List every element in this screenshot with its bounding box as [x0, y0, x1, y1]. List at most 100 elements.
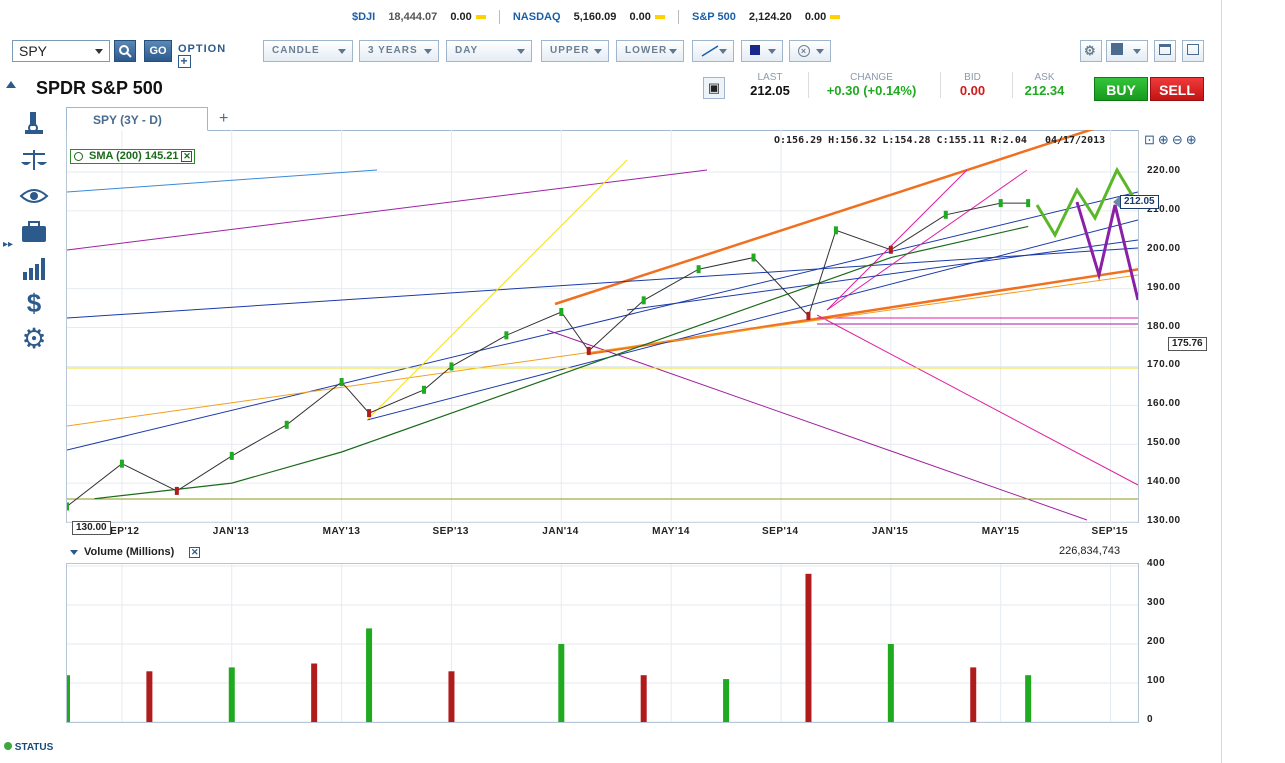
- price-point: [943, 210, 948, 219]
- symbol-input[interactable]: SPY: [12, 40, 110, 62]
- status-indicator[interactable]: STATUS: [4, 742, 53, 753]
- chevron-down-icon: [95, 49, 103, 54]
- time-axis-label: MAY'15: [981, 526, 1020, 537]
- nasdaq-value: 5,160.09: [573, 10, 617, 23]
- color-picker-dropdown[interactable]: [741, 40, 783, 62]
- chevron-down-icon: [816, 49, 824, 54]
- chevron-down-icon[interactable]: [70, 550, 78, 555]
- buy-button[interactable]: BUY: [1094, 77, 1148, 101]
- chart-snapshot-button[interactable]: ▣: [703, 77, 725, 99]
- last-label: LAST: [757, 72, 783, 83]
- zoom-in-icon[interactable]: ⊕: [1157, 132, 1172, 147]
- nasdaq-change: 0.00: [629, 11, 664, 23]
- blue-fan-line: [626, 239, 1138, 311]
- period-value: 3 YEARS: [368, 45, 418, 56]
- add-tab-button[interactable]: +: [219, 110, 229, 127]
- save-icon: [1111, 43, 1123, 55]
- volume-axis-label: 400: [1147, 558, 1166, 569]
- price-point: [751, 253, 756, 262]
- research-icon[interactable]: [18, 108, 50, 140]
- bid-value: 0.00: [959, 83, 986, 98]
- price-point: [806, 311, 811, 320]
- bid-label: BID: [964, 72, 981, 83]
- zoom-reset-icon[interactable]: ⊕: [1185, 132, 1200, 147]
- volume-chart-svg: [67, 564, 1138, 722]
- option-button[interactable]: OPTION +: [178, 43, 226, 68]
- draw-line-icon: [701, 45, 719, 57]
- volume-bar: [970, 667, 977, 722]
- gear-icon[interactable]: ⚙: [21, 323, 47, 354]
- close-icon[interactable]: ✕: [181, 151, 193, 162]
- sma-line: [94, 225, 1029, 500]
- status-label: STATUS: [14, 742, 54, 753]
- volume-chart-panel[interactable]: [66, 563, 1139, 723]
- search-button[interactable]: [114, 40, 136, 62]
- ohlc-values: O:156.29 H:156.32 L:154.28 C:155.11 R:2.…: [774, 135, 1027, 146]
- price-axis-label: 190.00: [1147, 281, 1181, 293]
- popout-button[interactable]: [1182, 40, 1204, 62]
- volume-bar: [311, 663, 318, 722]
- yellow-line: [366, 159, 628, 421]
- price-axis-label: 160.00: [1147, 398, 1181, 410]
- chevron-down-icon: [719, 49, 727, 54]
- volume-axis-label: 0: [1147, 714, 1154, 725]
- dollar-icon[interactable]: $: [26, 288, 42, 318]
- zoom-out-icon[interactable]: ⊖: [1171, 132, 1186, 147]
- compare-scale-icon[interactable]: [18, 144, 50, 176]
- time-axis-label: JAN'13: [212, 526, 250, 537]
- lower-indicator-dropdown[interactable]: LOWER: [616, 40, 684, 62]
- sma-indicator-label[interactable]: SMA (200) 145.21 ✕: [70, 149, 196, 164]
- volume-bar: [723, 679, 730, 722]
- popout-icon: [1187, 44, 1199, 55]
- sell-button[interactable]: SELL: [1150, 77, 1204, 101]
- volume-bar: [67, 675, 70, 722]
- price-point: [367, 409, 372, 418]
- ask-value: 212.34: [1024, 83, 1065, 98]
- settings-button[interactable]: ⚙: [1080, 40, 1102, 62]
- axis-min-badge: 130.00: [72, 521, 111, 535]
- sp500-label: S&P 500: [692, 10, 736, 23]
- briefcase-icon[interactable]: [18, 216, 50, 248]
- left-sidebar: $ ⚙: [0, 106, 60, 366]
- line-tool-dropdown[interactable]: [692, 40, 734, 62]
- watch-eye-icon[interactable]: [18, 180, 50, 212]
- interval-dropdown[interactable]: DAY: [446, 40, 532, 62]
- delete-drawing-dropdown[interactable]: ×: [789, 40, 831, 62]
- fit-icon[interactable]: ⊡: [1144, 132, 1158, 147]
- color-swatch-icon: [750, 45, 760, 55]
- window-button[interactable]: [1154, 40, 1176, 62]
- upper-indicator-dropdown[interactable]: UPPER: [541, 40, 609, 62]
- price-chart-panel[interactable]: [66, 130, 1139, 523]
- time-axis-label: SEP'13: [432, 526, 469, 537]
- price-point: [422, 385, 426, 394]
- close-circle-icon: ×: [798, 45, 810, 57]
- cursor-date: 04/17/2013: [1044, 135, 1106, 146]
- price-axis-label: 180.00: [1147, 320, 1181, 332]
- price-chart-svg[interactable]: [67, 130, 1138, 523]
- period-dropdown[interactable]: 3 YEARS: [359, 40, 439, 62]
- time-axis-label: SEP'15: [1091, 526, 1129, 537]
- chart-type-value: CANDLE: [272, 45, 320, 56]
- time-axis-label: SEP'12: [102, 526, 140, 537]
- collapse-icon[interactable]: [6, 81, 16, 88]
- tab-chart[interactable]: SPY (3Y - D): [66, 107, 208, 131]
- expand-sidebar-icon[interactable]: ▸▸: [3, 239, 14, 250]
- sma-value: SMA (200) 145.21: [89, 150, 179, 162]
- price-point: [229, 451, 234, 460]
- interval-value: DAY: [455, 45, 479, 56]
- growth-chart-icon[interactable]: [18, 252, 50, 284]
- price-point: [833, 226, 838, 235]
- price-axis-label: 170.00: [1147, 359, 1181, 371]
- chart-type-dropdown[interactable]: CANDLE: [263, 40, 353, 62]
- price-point: [504, 331, 509, 340]
- go-button[interactable]: GO: [144, 40, 172, 62]
- time-axis-label: JAN'15: [871, 526, 909, 537]
- sp500-value: 2,124.20: [748, 10, 792, 23]
- close-icon[interactable]: ✕: [189, 547, 201, 558]
- volume-panel-title[interactable]: Volume (Millions) ✕: [70, 546, 201, 558]
- save-dropdown[interactable]: [1106, 40, 1148, 62]
- volume-bar: [228, 667, 235, 722]
- ohlc-readout: O:156.29 H:156.32 L:154.28 C:155.11 R:2.…: [774, 135, 1105, 146]
- orange-thin-line: [67, 274, 1138, 427]
- chevron-down-icon: [424, 49, 432, 54]
